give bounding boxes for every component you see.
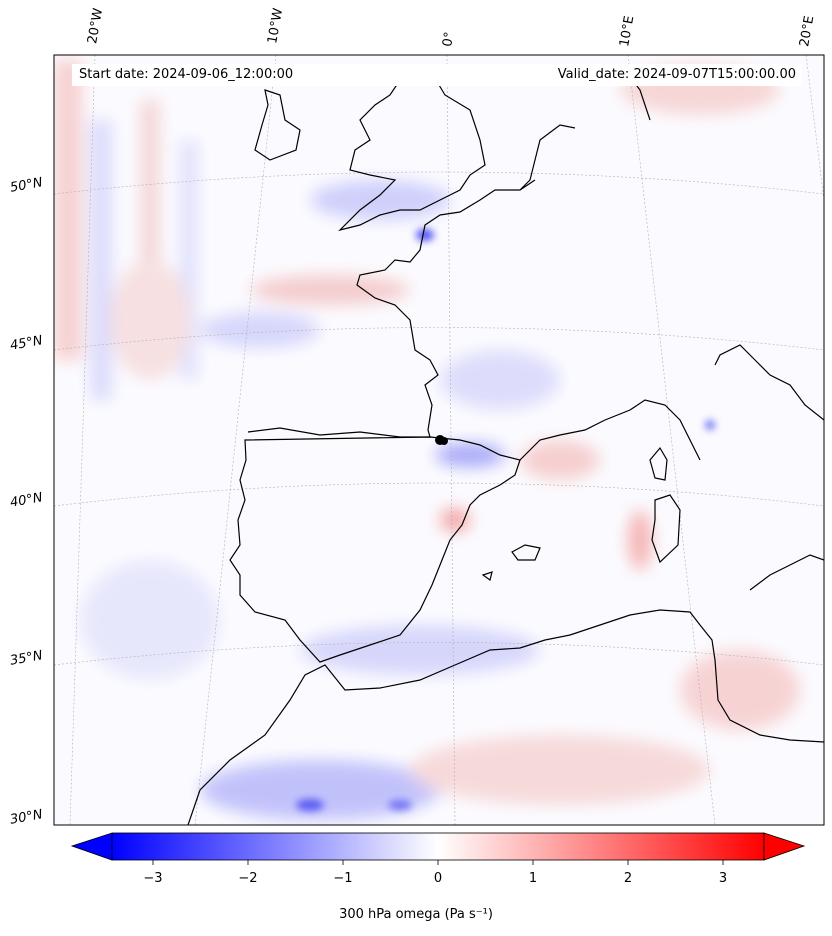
location-marker-2 [440, 437, 448, 445]
colorbar [70, 832, 806, 865]
colorbar-tick: −1 [333, 871, 353, 886]
colorbar-tick: 3 [718, 871, 728, 886]
colorbar-label: 300 hPa omega (Pa s⁻¹) [339, 907, 493, 922]
colorbar-tick: −2 [238, 871, 258, 886]
colorbar-tick: −3 [143, 871, 163, 886]
start-date-label: Start date: 2024-09-06_12:00:00 [79, 67, 294, 82]
colorbar-tick: 0 [433, 871, 443, 886]
map-border [53, 54, 825, 826]
header-background [72, 64, 802, 86]
colorbar-tick: 1 [528, 871, 538, 886]
colorbar-tick: 2 [623, 871, 633, 886]
coastlines [187, 64, 824, 825]
valid-date-label: Valid_date: 2024-09-07T15:00:00.00 [557, 67, 796, 82]
lon-label-0: 0° [440, 30, 458, 48]
omega-field [54, 55, 824, 825]
